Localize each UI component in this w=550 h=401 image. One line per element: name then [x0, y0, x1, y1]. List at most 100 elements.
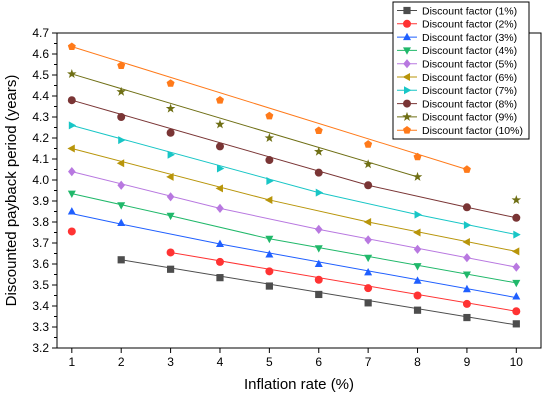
- legend-marker: [403, 19, 411, 28]
- data-point-series-6: [462, 237, 470, 246]
- data-point-series-5: [68, 167, 76, 177]
- legend-label: Discount factor (6%): [422, 72, 517, 84]
- legend-marker: [402, 111, 412, 121]
- data-point-series-8: [364, 181, 373, 190]
- x-axis-title: Inflation rate (%): [244, 376, 354, 393]
- data-point-series-3: [413, 276, 422, 284]
- data-point-series-1: [512, 320, 520, 328]
- data-point-series-9: [314, 146, 324, 156]
- legend-label: Discount factor (8%): [422, 98, 517, 110]
- y-tick-label: 4.7: [32, 26, 49, 40]
- data-point-series-9: [67, 68, 77, 78]
- data-point-series-4: [364, 254, 373, 263]
- data-point-series-6: [511, 247, 520, 256]
- legend-label: Discount factor (5%): [422, 59, 517, 71]
- legend-marker: [402, 73, 410, 81]
- y-tick-label: 3.3: [32, 320, 49, 334]
- data-point-series-10: [413, 152, 422, 161]
- data-point-series-4: [462, 271, 471, 279]
- fit-line-series-7: [71, 124, 517, 236]
- data-point-series-2: [265, 267, 274, 276]
- data-point-series-6: [116, 159, 125, 168]
- legend-marker: [403, 126, 411, 134]
- data-point-series-2: [166, 248, 175, 257]
- data-point-series-7: [68, 121, 77, 130]
- data-point-series-5: [364, 235, 372, 245]
- legend-label: Discount factor (1%): [422, 5, 517, 17]
- y-tick-label: 4.5: [32, 68, 49, 82]
- data-point-series-1: [413, 306, 422, 314]
- data-point-series-7: [463, 221, 472, 230]
- y-tick-label: 4.0: [32, 173, 49, 187]
- data-point-series-2: [67, 227, 76, 236]
- data-point-series-1: [166, 265, 175, 273]
- data-point-series-4: [166, 212, 175, 221]
- data-point-series-5: [117, 180, 125, 190]
- y-tick-label: 4.2: [32, 131, 49, 145]
- data-point-series-2: [512, 307, 521, 316]
- y-tick-label: 3.4: [32, 299, 49, 313]
- data-point-series-7: [266, 177, 274, 186]
- data-point-series-6: [413, 228, 421, 237]
- data-point-series-4: [413, 263, 422, 271]
- data-point-series-6: [166, 172, 174, 181]
- fit-line-series-3: [71, 213, 517, 299]
- legend-box: [392, 1, 530, 140]
- data-point-series-3: [364, 268, 373, 276]
- data-point-series-9: [116, 86, 126, 96]
- data-point-series-3: [67, 207, 76, 215]
- data-point-series-10: [314, 126, 323, 135]
- data-point-series-3: [512, 292, 521, 300]
- y-axis-ticks: 3.2 3.3 3.4 3.5 3.6 3.7 3.8 3.9 4.0 4.1 4.2 4.3 4.4 4…: [32, 26, 57, 355]
- legend-label: Discount factor (4%): [422, 45, 517, 57]
- data-point-series-1: [216, 274, 224, 282]
- data-point-series-2: [215, 257, 224, 266]
- data-point-series-9: [363, 159, 373, 169]
- data-point-series-3: [215, 239, 224, 248]
- data-point-series-9: [412, 171, 423, 181]
- x-tick-label: 5: [266, 355, 273, 369]
- y-axis-title: Discounted payback period (years): [3, 75, 20, 307]
- y-tick-label: 4.6: [32, 47, 49, 61]
- data-point-series-6: [215, 184, 223, 193]
- x-tick-label: 8: [414, 355, 421, 369]
- y-tick-label: 3.5: [32, 278, 49, 292]
- data-point-series-7: [315, 188, 324, 197]
- data-point-series-7: [216, 164, 225, 173]
- legend: Discount factor (1%) Discount factor (2%)…: [392, 1, 530, 140]
- data-point-series-7: [414, 210, 422, 219]
- x-tick-label: 1: [68, 355, 75, 369]
- y-tick-label: 4.1: [32, 152, 49, 166]
- data-point-series-10: [117, 61, 126, 69]
- data-point-series-1: [265, 282, 273, 290]
- data-point-series-7: [118, 136, 126, 145]
- fit-line-series-2: [170, 251, 517, 312]
- y-tick-label: 3.6: [32, 257, 49, 271]
- data-point-series-6: [67, 144, 75, 153]
- x-tick-label: 6: [315, 355, 322, 369]
- legend-marker: [403, 99, 411, 108]
- legend-marker: [403, 59, 411, 69]
- data-point-series-2: [413, 291, 422, 300]
- y-tick-label: 3.8: [32, 215, 49, 229]
- data-point-series-10: [265, 111, 274, 120]
- data-point-series-1: [364, 299, 372, 307]
- x-tick-label: 9: [464, 355, 471, 369]
- legend-label: Discount factor (2%): [422, 19, 517, 31]
- data-point-series-9: [264, 133, 275, 143]
- legend-label: Discount factor (7%): [422, 85, 517, 97]
- data-point-series-8: [314, 168, 323, 177]
- data-point-series-3: [117, 218, 126, 227]
- data-point-series-5: [413, 244, 422, 254]
- data-point-series-8: [67, 96, 76, 105]
- y-tick-label: 4.3: [32, 110, 49, 124]
- data-point-series-7: [167, 150, 175, 159]
- data-point-series-8: [512, 213, 521, 222]
- data-point-series-10: [166, 79, 175, 87]
- legend-marker: [403, 32, 411, 41]
- x-tick-label: 3: [167, 355, 174, 369]
- data-point-series-5: [166, 192, 175, 202]
- data-point-series-1: [117, 256, 125, 264]
- y-tick-label: 3.7: [32, 236, 49, 250]
